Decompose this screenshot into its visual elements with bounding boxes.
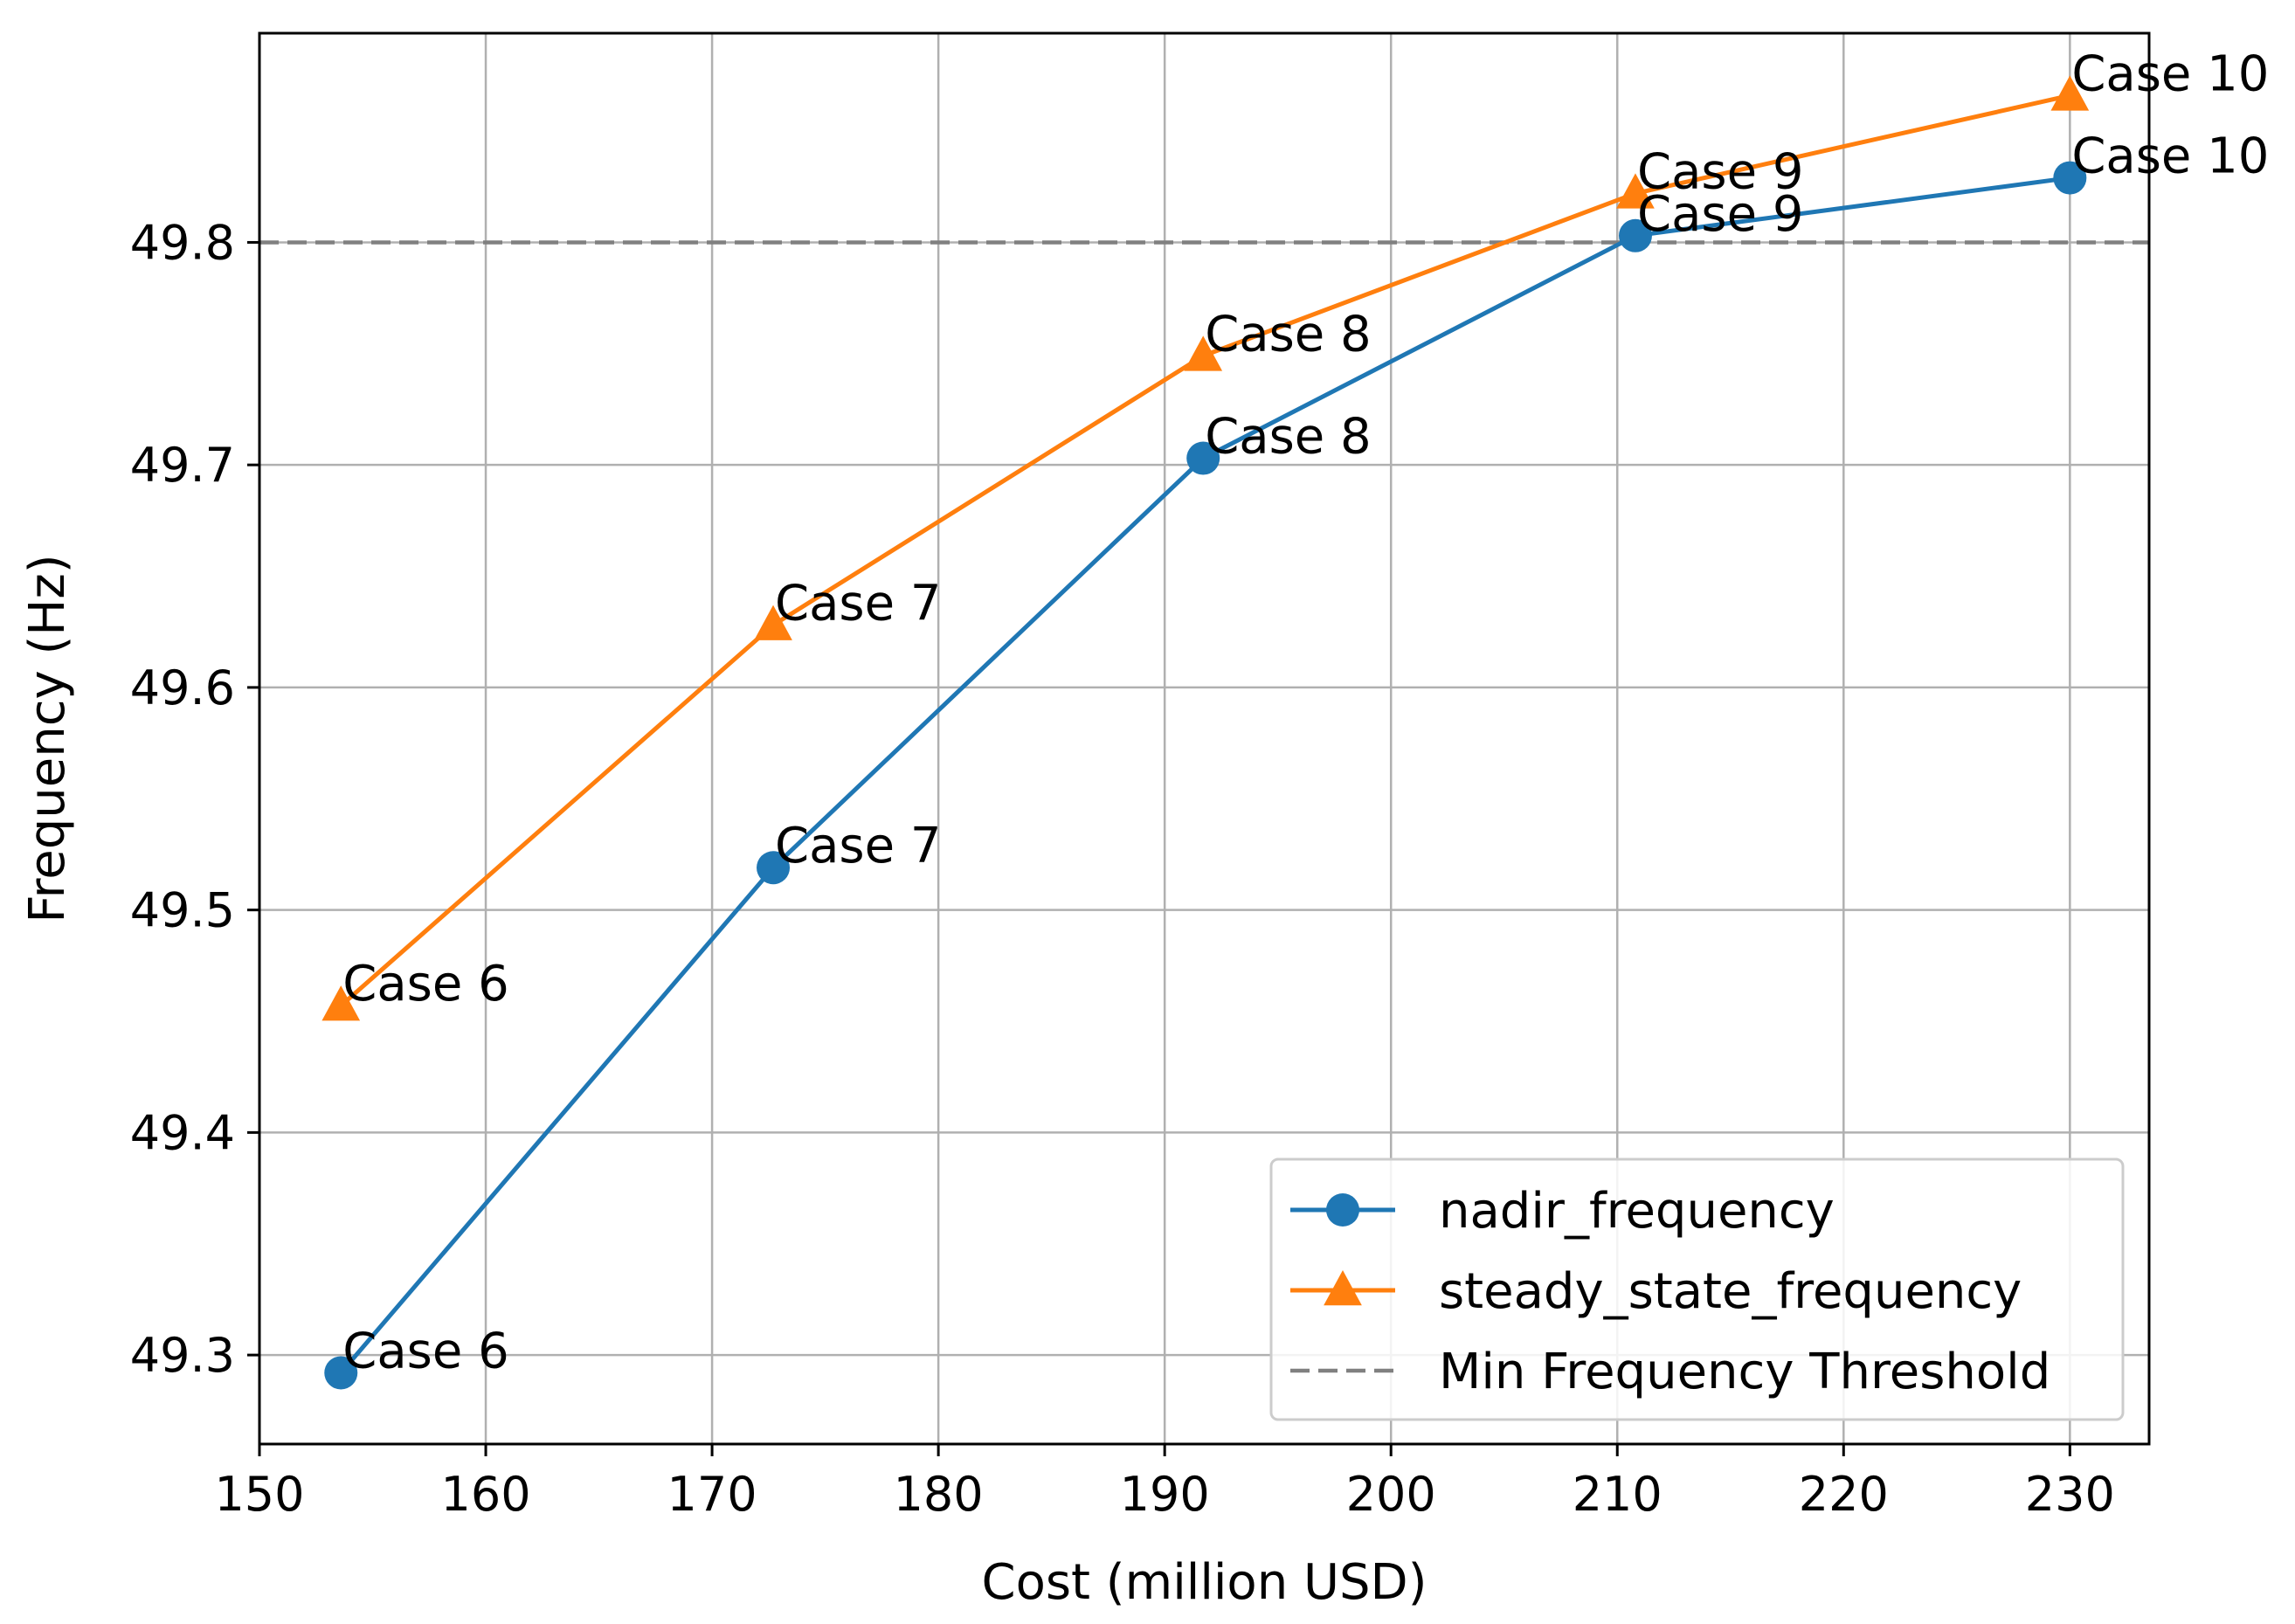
y-axis: 49.3 49.4 49.5 49.6 49.7 49.8	[130, 215, 259, 1383]
legend-label: nadir_frequency	[1439, 1183, 1835, 1240]
point-label: Case 9	[1637, 186, 1803, 243]
point-labels: Case 6 Case 7 Case 8 Case 9 Case 10 Case 6 Cas…	[342, 45, 2269, 1379]
data-point	[1186, 441, 1220, 475]
y-tick-label: 49.8	[130, 215, 235, 270]
x-axis: 150 160 170 180 190 200 210 220 230	[214, 1444, 2115, 1522]
data-point	[757, 851, 791, 885]
y-tick-label: 49.4	[130, 1105, 235, 1160]
x-tick-label: 160	[441, 1467, 531, 1522]
x-tick-label: 210	[1573, 1467, 1662, 1522]
point-label: Case 7	[775, 818, 941, 874]
point-label: Case 10	[2071, 45, 2269, 102]
data-point	[1616, 173, 1655, 209]
legend-box	[1269, 1158, 2125, 1421]
data-point	[1184, 335, 1223, 371]
data-point	[1618, 218, 1652, 252]
point-label: Case 8	[1205, 306, 1371, 363]
y-axis-label: Frequency (Hz)	[19, 554, 76, 923]
legend-entry: Min Frequency Threshold	[1290, 1344, 2050, 1400]
series-steady-state-frequency	[321, 75, 2090, 1021]
legend-entry: nadir_frequency	[1290, 1183, 1835, 1240]
legend-entry: steady_state_frequency	[1290, 1263, 2022, 1320]
series-nadir-frequency	[324, 161, 2087, 1390]
y-tick-label: 49.7	[130, 438, 235, 493]
point-label: Case 6	[342, 1323, 508, 1379]
plot-frame	[258, 31, 2151, 1446]
series-layer	[321, 75, 2090, 1390]
legend-label: Min Frequency Threshold	[1439, 1344, 2050, 1400]
legend-label: steady_state_frequency	[1439, 1263, 2022, 1320]
x-tick-label: 200	[1346, 1467, 1436, 1522]
x-tick-label: 170	[667, 1467, 757, 1522]
legend-marker	[1326, 1193, 1359, 1227]
data-point	[2053, 161, 2087, 195]
x-tick-label: 220	[1799, 1467, 1889, 1522]
y-tick-label: 49.5	[130, 883, 235, 938]
data-point	[321, 985, 361, 1021]
x-tick-label: 230	[2025, 1467, 2115, 1522]
point-label: Case 8	[1205, 409, 1371, 466]
legend-marker	[1324, 1270, 1362, 1306]
legend: nadir_frequency steady_state_frequency Min…	[1269, 1158, 2125, 1421]
x-tick-label: 180	[894, 1467, 984, 1522]
x-tick-label: 150	[214, 1467, 304, 1522]
y-tick-label: 49.6	[130, 660, 235, 715]
data-point	[754, 605, 792, 640]
point-label: Case 9	[1637, 143, 1803, 200]
point-label: Case 10	[2071, 128, 2269, 185]
data-point	[2050, 75, 2090, 111]
point-label: Case 7	[775, 576, 941, 632]
point-label: Case 6	[342, 956, 508, 1012]
x-tick-label: 190	[1120, 1467, 1210, 1522]
x-axis-label: Cost (million USD)	[982, 1554, 1427, 1611]
y-tick-label: 49.3	[130, 1328, 235, 1383]
data-point	[324, 1356, 358, 1390]
